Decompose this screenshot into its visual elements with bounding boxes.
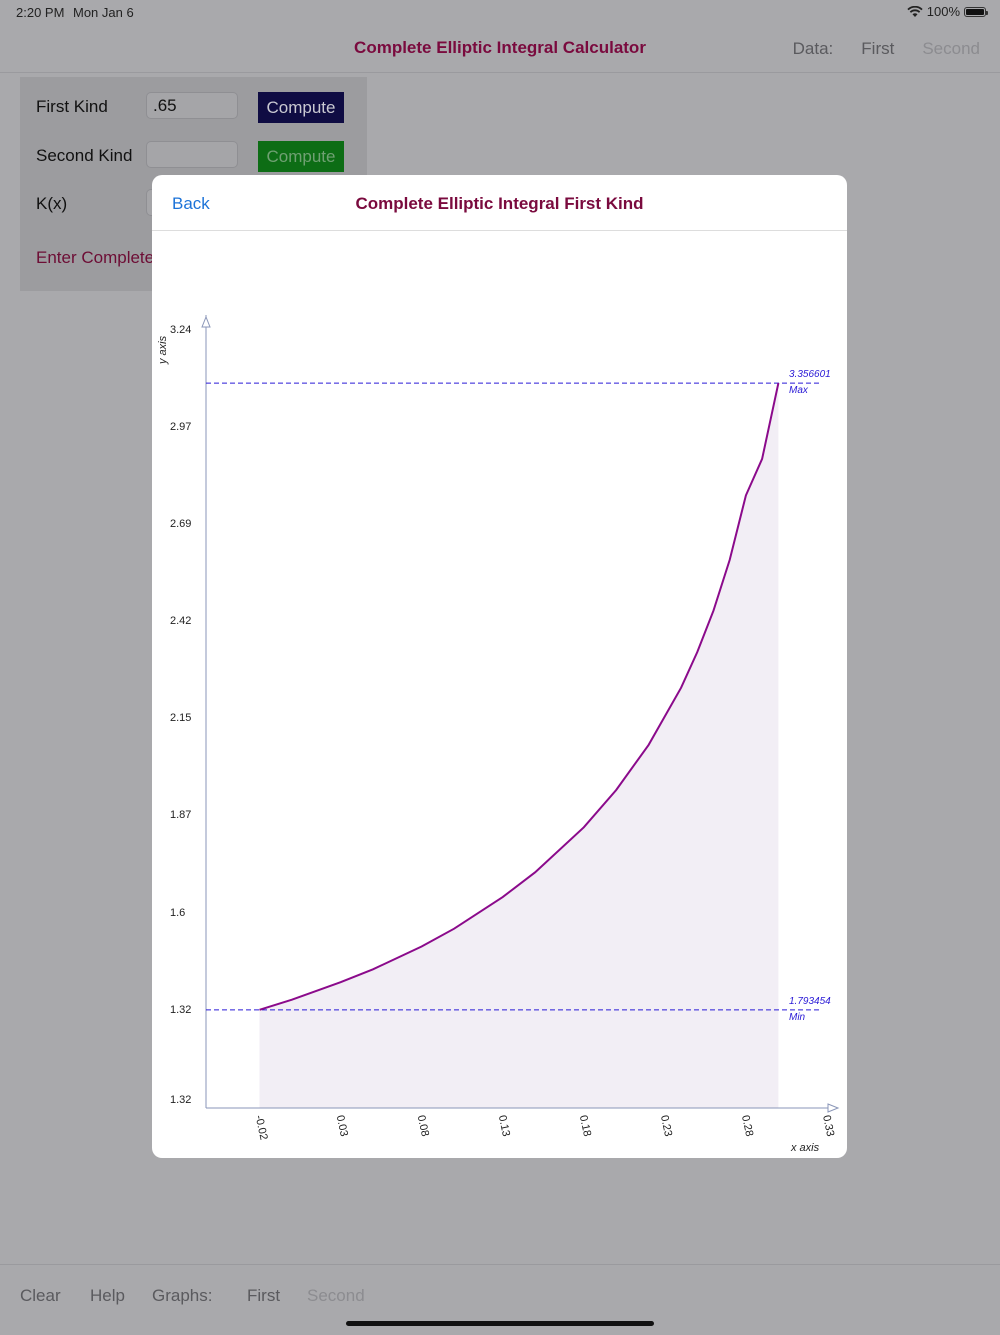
status-date: Mon Jan 6 [73, 5, 134, 20]
modal-title: Complete Elliptic Integral First Kind [355, 194, 644, 213]
elliptic-integral-chart: 3.356601 Max 1.793454 Min 3.24 2.97 2.69 2.42 2… [157, 315, 840, 1154]
battery-percent: 100% [926, 4, 960, 19]
battery-fill [966, 8, 984, 15]
first-kind-label: First Kind [36, 97, 108, 116]
nav-data-controls: Data: First Second [793, 39, 980, 59]
x-tick-label: 0.08 [415, 1114, 431, 1137]
x-tick-label: 0.28 [739, 1114, 755, 1137]
home-indicator [346, 1321, 654, 1326]
y-tick-label: 3.24 [170, 324, 191, 336]
back-button[interactable]: Back [172, 194, 210, 213]
y-tick-label: 1.32 [170, 1004, 191, 1016]
x-tick-label: 0.03 [334, 1114, 350, 1137]
x-tick-label: 0.18 [577, 1114, 593, 1137]
compute-first-button[interactable]: Compute [258, 92, 344, 123]
y-tick-label: 2.15 [170, 712, 191, 724]
max-name-label: Max [789, 385, 809, 396]
graph-first-button[interactable]: First [247, 1286, 281, 1305]
second-kind-input[interactable] [146, 141, 238, 168]
status-bar: 2:20 PM Mon Jan 6 100% [0, 0, 1000, 24]
x-tick-label: 0.33 [820, 1114, 836, 1137]
x-tick-label: 0.13 [496, 1114, 512, 1137]
graphs-label: Graphs: [152, 1286, 213, 1305]
app-title: Complete Elliptic Integral Calculator [354, 38, 646, 57]
second-kind-label: Second Kind [36, 146, 133, 165]
y-tick-label: 1.6 [170, 907, 185, 919]
kx-label: K(x) [36, 194, 68, 213]
y-tick-label: 1.32 [170, 1094, 191, 1106]
clear-button[interactable]: Clear [20, 1286, 61, 1305]
x-axis-label: x axis [790, 1142, 820, 1154]
data-second-button[interactable]: Second [922, 39, 980, 58]
status-time: 2:20 PM [16, 5, 65, 20]
y-tick-label: 2.69 [170, 518, 191, 530]
compute-second-button[interactable]: Compute [258, 141, 344, 172]
x-tick-label: 0.23 [658, 1114, 674, 1137]
min-name-label: Min [789, 1012, 806, 1023]
y-axis-label: y axis [157, 335, 169, 365]
y-tick-label: 1.87 [170, 809, 191, 821]
min-value-label: 1.793454 [789, 996, 831, 1007]
graph-modal: Back Complete Elliptic Integral First Ki… [152, 175, 847, 1158]
modal-header: Back Complete Elliptic Integral First Ki… [152, 175, 847, 231]
graph-second-button[interactable]: Second [307, 1286, 365, 1305]
enter-hint: Enter Complete [36, 248, 155, 267]
data-label: Data: [792, 39, 834, 58]
area-fill [259, 383, 779, 1109]
y-tick-label: 2.97 [170, 421, 191, 433]
data-first-button[interactable]: First [861, 39, 895, 58]
bottom-toolbar: Clear Help Graphs: First Second [0, 1264, 1000, 1335]
status-indicators: 100% [907, 4, 988, 19]
series-line [259, 382, 780, 1011]
x-tick-label: -0.02 [253, 1114, 270, 1141]
battery-icon [964, 6, 988, 17]
max-value-label: 3.356601 [789, 369, 831, 380]
help-button[interactable]: Help [90, 1286, 125, 1305]
first-kind-input[interactable] [146, 92, 238, 119]
wifi-icon [907, 5, 923, 17]
x-axis-arrow [827, 1103, 840, 1113]
navigation-bar: Complete Elliptic Integral Calculator Da… [0, 24, 1000, 73]
y-axis-arrow [201, 315, 211, 328]
y-tick-label: 2.42 [170, 615, 191, 627]
